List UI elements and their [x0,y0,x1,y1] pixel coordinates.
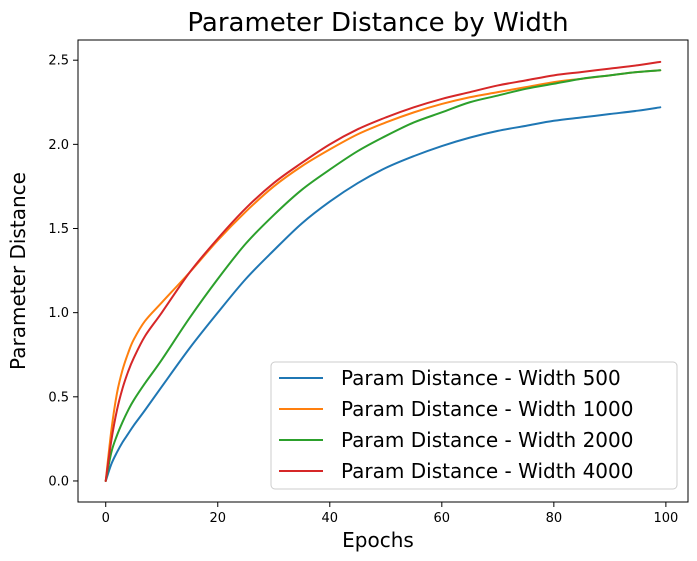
plot-frame [77,39,689,503]
x-tick-label: 100 [653,511,678,526]
y-tick-label: 0.0 [48,474,69,489]
legend-label: Param Distance - Width 2000 [341,428,633,452]
legend-label: Param Distance - Width 500 [341,366,621,390]
legend-label: Param Distance - Width 1000 [341,397,633,421]
legend-box [270,361,678,490]
y-tick-label: 1.5 [48,222,69,237]
series-lines [104,60,662,482]
y-tick-label: 1.0 [48,306,69,321]
y-tick-label: 2.5 [48,54,69,69]
x-tick-label: 20 [209,511,226,526]
plot-area [77,39,689,503]
series-line-3 [104,69,662,482]
series-line-1 [104,106,662,482]
legend: Param Distance - Width 500 Param Distance… [270,361,678,490]
x-tick-label: 40 [322,511,339,526]
series-line-4 [104,60,662,482]
chart-title: Parameter Distance by Width [187,8,568,38]
x-axis: 0 20 40 60 80 100 [102,502,678,526]
y-tick-label: 0.5 [48,390,69,405]
x-tick-label: 80 [546,511,563,526]
x-axis-label: Epochs [342,528,414,552]
legend-label: Param Distance - Width 4000 [341,459,633,483]
x-tick-label: 60 [434,511,451,526]
y-axis: 0.0 0.5 1.0 1.5 2.0 2.5 [48,54,78,489]
y-axis-label: Parameter Distance [6,172,30,370]
y-tick-label: 2.0 [48,138,69,153]
series-line-2 [104,69,662,482]
x-tick-label: 0 [102,511,110,526]
